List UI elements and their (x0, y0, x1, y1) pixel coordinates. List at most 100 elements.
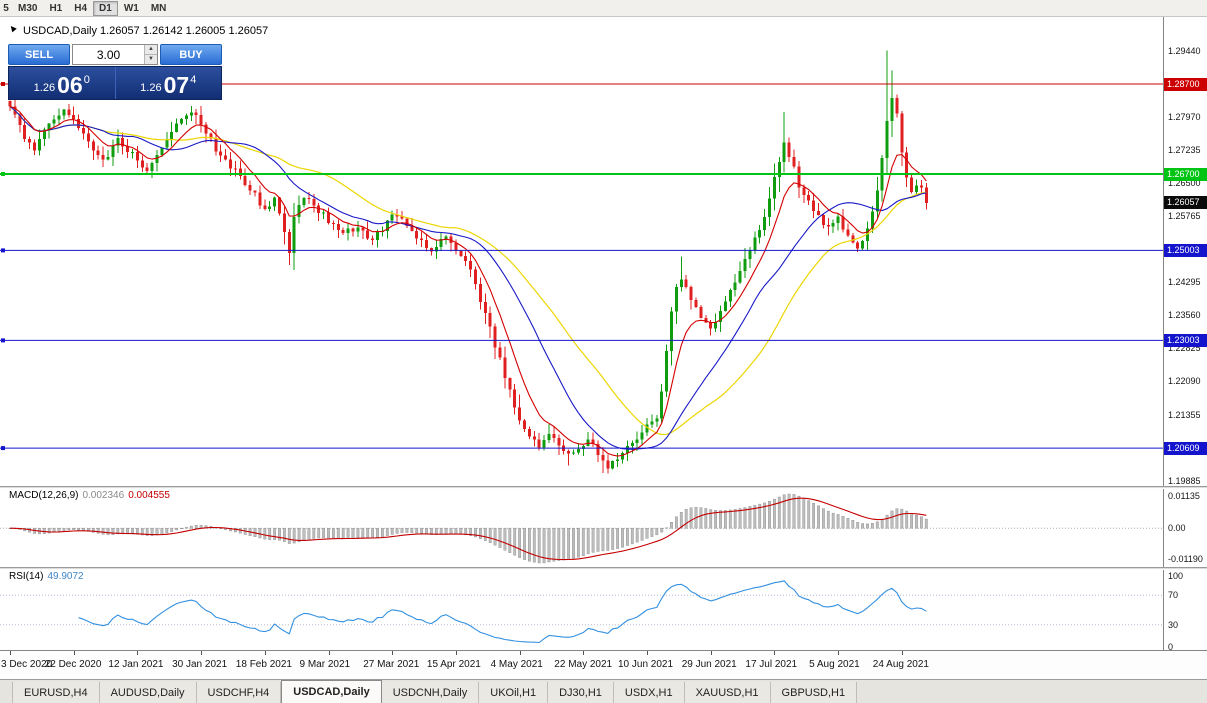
macd-splitter[interactable] (0, 486, 1207, 489)
macd-scale-label: -0.01190 (1168, 554, 1203, 564)
timeframe-w1[interactable]: W1 (123, 2, 139, 14)
rsi-scale-label: 70 (1168, 590, 1179, 601)
rsi-scale-label: 0 (1168, 642, 1174, 652)
time-tick (647, 651, 648, 655)
date-label: 29 Jun 2021 (681, 659, 737, 670)
chart-tab-ukoil-h1[interactable]: UKOil,H1 (479, 682, 549, 703)
chart-tab-dj30-h1[interactable]: DJ30,H1 (548, 682, 614, 703)
chart-tab-usdcad-daily[interactable]: USDCAD,Daily (281, 680, 382, 703)
date-label: 22 May 2021 (554, 659, 613, 670)
time-tick (455, 651, 457, 655)
price-scale-label: 1.24295 (1168, 277, 1201, 288)
one-click-trading-panel: SELL ▲ ▼ BUY 1.26 06 0 1.26 07 4 (8, 44, 222, 100)
chart-canvas[interactable] (0, 17, 1163, 650)
date-label: 15 Apr 2021 (426, 659, 481, 670)
price-scale-label: 1.23560 (1168, 310, 1201, 321)
bid-ask-display: 1.26 06 0 1.26 07 4 (8, 66, 222, 100)
date-label: 3 Dec 2020 (1, 659, 53, 670)
price-scale-label: 1.27970 (1168, 111, 1201, 122)
macd-value: 0.002346 (82, 490, 125, 501)
buy-price-pip: 4 (190, 74, 197, 86)
timeframe-5[interactable]: 5 (3, 2, 9, 14)
sell-price-big-digits: 06 (57, 72, 83, 98)
price-scale-label: 1.22090 (1168, 376, 1201, 387)
price-scale-label: 1.27235 (1168, 144, 1201, 155)
date-label: 24 Aug 2021 (872, 659, 929, 670)
time-axis[interactable]: 3 Dec 2020 22 Dec 2020 12 Jan 2021 30 Jan 2… (0, 650, 1207, 679)
time-tick (328, 651, 330, 655)
sell-price-pip: 0 (83, 74, 90, 86)
timeframe-toolbar: 5 M30 H1 H4 D1 W1 MN (0, 0, 1207, 17)
time-tick (583, 651, 585, 655)
rsi-scale-label: 100 (1168, 571, 1184, 581)
price-scale-label: 1.22825 (1168, 343, 1201, 354)
timeframe-h4[interactable]: H4 (74, 2, 88, 14)
time-tick (901, 651, 903, 655)
macd-panel (0, 493, 1163, 564)
time-tick (710, 651, 712, 655)
line-price-tag: 1.26700 (1164, 167, 1207, 181)
chart-tab-usdx-h1[interactable]: USDX,H1 (613, 682, 685, 703)
current-price-tag: 1.26057 (1164, 196, 1207, 210)
time-tick (774, 651, 776, 655)
time-tick (519, 651, 521, 655)
macd-indicator-label: MACD(12,26,9) 0.002346 0.004555 (9, 490, 170, 501)
buy-button[interactable]: BUY (160, 44, 222, 65)
price-scale-label: 1.26500 (1168, 178, 1201, 188)
time-tick (838, 651, 840, 655)
timeframe-d1[interactable]: D1 (93, 0, 118, 16)
macd-signal-value: 0.004555 (128, 490, 170, 501)
chart-tab-eurusd-h4[interactable]: EURUSD,H4 (13, 682, 100, 703)
date-label: 9 Mar 2021 (299, 659, 351, 670)
date-label: 27 Mar 2021 (363, 659, 420, 670)
date-label: 18 Feb 2021 (235, 659, 292, 670)
timeframe-m30[interactable]: M30 (18, 2, 38, 14)
volume-spinner: ▲ ▼ (144, 45, 157, 64)
date-label: 17 Jul 2021 (745, 659, 798, 670)
candles-layer (8, 50, 928, 474)
volume-down-icon[interactable]: ▼ (145, 55, 157, 64)
date-label: 5 Aug 2021 (809, 659, 860, 670)
chart-background (0, 17, 1163, 650)
buy-price[interactable]: 1.26 07 4 (116, 67, 222, 99)
price-scale-label: 1.21355 (1168, 409, 1201, 420)
sell-button[interactable]: SELL (8, 44, 70, 65)
buy-price-big-digits: 07 (163, 72, 190, 98)
price-scale-label: 1.29440 (1168, 45, 1201, 56)
line-price-tag: 1.28700 (1164, 77, 1207, 91)
time-tick (264, 651, 266, 655)
price-scale-label: 1.25765 (1168, 211, 1201, 222)
buy-price-prefix: 1.26 (140, 82, 162, 94)
rsi-name: RSI(14) (9, 571, 44, 582)
chart-tabs-bar: EURUSD,H4 AUDUSD,Daily USDCHF,H4 USDCAD,Dai… (0, 679, 1207, 703)
timeframe-h1[interactable]: H1 (49, 2, 63, 14)
moving-averages-layer (9, 105, 927, 457)
chart-area[interactable]: 1.294401.287051.279701.272351.265001.257… (0, 17, 1207, 679)
chart-tab-usdchf-h4[interactable]: USDCHF,H4 (196, 682, 282, 703)
volume-up-icon[interactable]: ▲ (145, 45, 157, 55)
line-price-tag: 1.20609 (1164, 441, 1207, 455)
rsi-splitter[interactable] (0, 567, 1207, 570)
macd-name: MACD(12,26,9) (9, 490, 79, 501)
date-label: 4 May 2021 (490, 659, 543, 670)
volume-input[interactable] (73, 45, 144, 64)
rsi-indicator-label: RSI(14) 49.9072 (9, 571, 84, 582)
timeframe-mn[interactable]: MN (150, 2, 167, 14)
chart-tab-gbpusd-h1[interactable]: GBPUSD,H1 (770, 682, 858, 703)
date-label: 22 Dec 2020 (44, 659, 102, 670)
price-scale[interactable]: 1.294401.287051.279701.272351.265001.257… (1163, 17, 1207, 652)
rsi-panel (0, 580, 1163, 644)
macd-scale-label: 0.01135 (1168, 491, 1200, 501)
time-tick (73, 651, 75, 655)
sell-price[interactable]: 1.26 06 0 (9, 67, 116, 99)
tab-stub (0, 682, 13, 703)
chart-tab-usdcnh-daily[interactable]: USDCNH,Daily (381, 682, 480, 703)
chart-tab-xauusd-h1[interactable]: XAUUSD,H1 (684, 682, 771, 703)
line-price-tag: 1.23003 (1164, 333, 1207, 347)
chart-tab-audusd-daily[interactable]: AUDUSD,Daily (99, 682, 197, 703)
time-tick (392, 651, 394, 655)
time-tick (137, 651, 139, 655)
macd-scale-label: 0.00 (1168, 523, 1186, 534)
time-tick (201, 651, 203, 655)
date-label: 30 Jan 2021 (172, 659, 228, 670)
